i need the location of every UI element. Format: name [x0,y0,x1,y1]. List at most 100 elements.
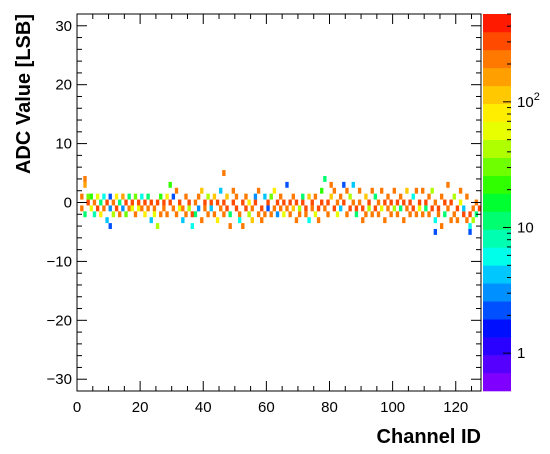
x-axis-title: Channel ID [377,426,481,448]
heatmap-bin [370,211,374,218]
heatmap-bin [272,187,277,194]
x-tick-label: 40 [195,399,212,416]
heatmap-bin [398,193,403,200]
heatmap-bin [316,205,321,212]
color-scale-step [483,121,511,140]
heatmap-bin [351,199,355,206]
heatmap-bin [320,199,324,206]
heatmap-bin [323,205,327,212]
heatmap-bin [335,211,340,218]
heatmap-bin [181,217,185,224]
heatmap-bin [301,193,305,200]
heatmap-bin [86,199,90,206]
heatmap-bin [206,211,210,218]
color-scale-step [483,283,511,302]
heatmap-bin [171,205,176,212]
heatmap-bin [427,193,431,200]
heatmap-bin [237,217,242,224]
heatmap-bin [430,187,434,194]
heatmap-bin [386,193,390,200]
heatmap-bin [124,199,128,206]
heatmap-bin [269,211,273,218]
x-tick-label: 0 [73,399,81,416]
heatmap-bins [80,170,482,235]
heatmap-bin [92,211,97,218]
heatmap-bin [443,199,447,206]
color-scale-step [483,85,511,105]
heatmap-bin [190,223,194,230]
heatmap-bin [477,205,482,212]
color-scale-step [483,31,511,51]
heatmap-bin [184,211,188,218]
heatmap-bin [231,199,236,206]
heatmap-bin [215,217,220,224]
heatmap-bin [389,199,393,206]
heatmap-bin [146,193,150,200]
heatmap-bin [443,211,447,218]
x-tick-label: 20 [132,399,149,416]
heatmap-bin [140,205,144,212]
heatmap-bin [275,199,280,206]
heatmap-bin [155,199,160,206]
heatmap-bin [187,205,191,212]
heatmap-bin [272,205,277,212]
heatmap-bin [260,217,264,224]
heatmap-bin [424,199,428,206]
heatmap-bin [335,199,340,206]
heatmap-bin [389,211,393,218]
heatmap-bin [439,223,444,230]
heatmap-bin [222,211,226,218]
heatmap-bin [114,193,119,200]
heatmap-bin [395,211,400,218]
heatmap-bin [159,211,163,218]
heatmap-bin [301,199,305,206]
heatmap-bin [357,187,362,194]
heatmap-bin [118,211,122,218]
heatmap-bin [222,170,226,176]
heatmap-bin [323,175,327,182]
heatmap-bin [266,205,270,212]
heatmap-bin [130,199,135,206]
heatmap-bin [143,211,147,218]
heatmap-bin [310,199,314,206]
heatmap-bin [332,187,337,194]
y-tick-label: −20 [47,312,72,329]
color-scale-step [483,139,511,158]
heatmap-bin [219,205,223,212]
heatmap-bin [338,193,343,200]
heatmap-bin [383,199,387,206]
color-scale-step [483,229,511,248]
heatmap-bin [364,193,368,200]
heatmap-bin [297,205,302,212]
heatmap-bin [250,217,254,224]
heatmap-bin [436,211,441,218]
heatmap-bin [465,217,469,224]
y-tick-label: 10 [55,136,72,153]
heatmap-bin [326,199,330,206]
heatmap-bin [155,223,160,230]
heatmap-bin [111,199,116,206]
heatmap-bin [133,211,138,218]
x-tick-label: 120 [443,399,468,416]
heatmap-bin [282,211,286,218]
heatmap-bin [345,211,349,218]
color-scale-step [483,265,511,284]
heatmap-bin [165,211,169,218]
heatmap-bin [165,193,169,200]
heatmap-bin [200,217,204,224]
heatmap-bin [266,199,270,206]
heatmap-bin [260,205,264,212]
heatmap-bin [433,217,438,224]
heatmap-bin [288,211,292,218]
heatmap-bin [136,199,141,206]
heatmap-bin [398,205,403,212]
heatmap-bin [196,205,201,212]
heatmap-bin [304,205,308,212]
heatmap-bin [329,181,333,188]
heatmap-bin [373,193,378,200]
x-tick-label: 80 [321,399,338,416]
color-scale-step [483,14,511,33]
heatmap-bin [307,217,311,224]
heatmap-bin [370,187,374,194]
heatmap-bin [433,199,438,206]
